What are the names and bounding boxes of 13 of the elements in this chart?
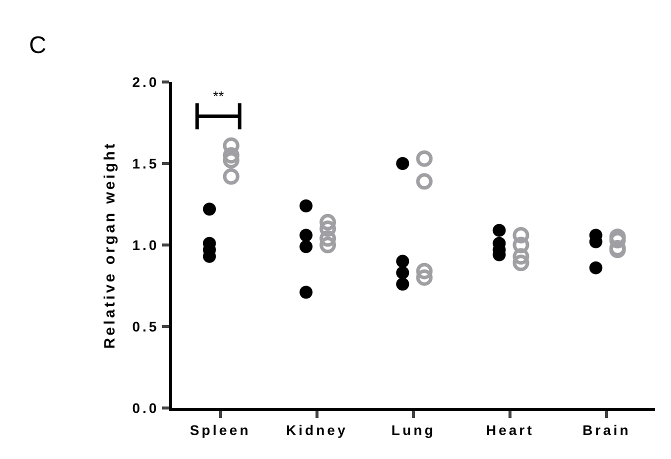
x-tick-label: Heart xyxy=(486,422,534,438)
y-tick-label: 0.0 xyxy=(132,400,160,416)
y-tick-label: 2.0 xyxy=(132,74,160,90)
annotation: ** xyxy=(213,88,224,104)
y-axis-title: Relative organ weight xyxy=(101,141,118,349)
x-tick-label: Kidney xyxy=(286,422,348,438)
x-tick-label: Lung xyxy=(391,422,436,438)
y-tick-label: 0.5 xyxy=(132,318,160,334)
x-tick-label: Spleen xyxy=(190,422,251,438)
y-tick-label: 1.5 xyxy=(132,155,160,172)
x-tick-label: Brain xyxy=(582,422,631,438)
y-tick-label: 1.0 xyxy=(132,236,160,253)
text: C xyxy=(29,32,46,59)
